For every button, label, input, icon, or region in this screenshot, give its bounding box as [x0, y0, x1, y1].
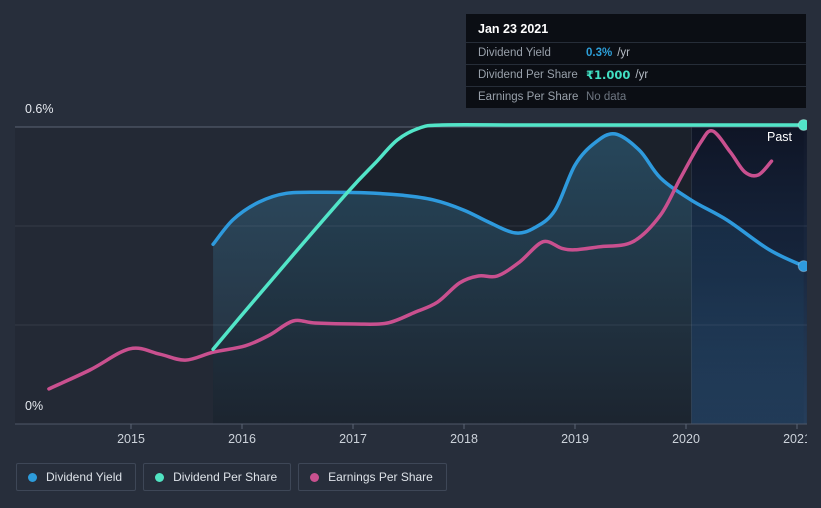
tooltip-date: Jan 23 2021: [478, 22, 549, 36]
tooltip-value: No data: [586, 91, 627, 103]
past-highlight-band: [691, 127, 807, 424]
tooltip-row-earnings-per-share: Earnings Per Share No data: [466, 86, 806, 108]
x-tick-label-2019: 2019: [561, 432, 589, 446]
legend-item-dividend-yield[interactable]: Dividend Yield: [16, 463, 137, 491]
dividend-yield-dot-icon: [28, 472, 37, 482]
past-band-rect: [691, 127, 807, 424]
chart-legend: Dividend Yield Dividend Per Share Earnin…: [16, 463, 447, 491]
tooltip-row-dividend-per-share: Dividend Per Share ₹1.000 /yr: [466, 64, 806, 86]
tooltip-suffix: /yr: [635, 69, 649, 81]
y-axis-bottom-label: 0%: [25, 399, 43, 413]
dividend-yield-area: [213, 133, 804, 425]
x-tick-label-2018: 2018: [450, 432, 478, 446]
dividend-yield-end-marker: [797, 260, 807, 273]
dividend-per-share-dot-icon: [155, 472, 165, 482]
legend-item-earnings-per-share[interactable]: Earnings Per Share: [298, 463, 447, 491]
tooltip-label: Dividend Yield: [478, 47, 551, 59]
series-end-markers: [797, 119, 807, 273]
series-lines: [47, 123, 806, 391]
x-tick-label-2016: 2016: [228, 432, 256, 446]
dividend-per-share-end-marker: [797, 119, 807, 131]
tooltip-label: Earnings Per Share: [478, 91, 579, 103]
legend-label: Dividend Yield: [46, 470, 123, 484]
dividend-per-share-line: [211, 123, 806, 352]
x-tick-label-2021: 2021: [783, 432, 811, 446]
x-tick-label-2015: 2015: [117, 432, 145, 446]
x-tick-label-2017: 2017: [339, 432, 367, 446]
tooltip-suffix: /yr: [617, 47, 630, 59]
past-label: Past: [767, 130, 793, 144]
y-axis-top-label: 0.6%: [25, 102, 54, 116]
date-tooltip: Jan 23 2021 Dividend Yield 0.3% /yr Divi…: [466, 14, 806, 108]
x-axis: [15, 423, 807, 429]
tooltip-row-dividend-yield: Dividend Yield 0.3% /yr: [466, 42, 806, 64]
tooltip-label: Dividend Per Share: [478, 69, 578, 81]
tooltip-value: ₹1.000: [586, 68, 631, 82]
x-tick-label-2020: 2020: [672, 432, 700, 446]
earnings-per-share-dot-icon: [310, 472, 320, 482]
legend-item-dividend-per-share[interactable]: Dividend Per Share: [143, 463, 292, 491]
area-fills: [213, 124, 804, 425]
earnings-per-share-line: [47, 128, 774, 391]
x-axis-labels: 2015 2016 2017 2018 2019 2020 2021: [117, 432, 811, 446]
gridlines: [15, 126, 807, 326]
legend-label: Earnings Per Share: [328, 470, 433, 484]
legend-label: Dividend Per Share: [173, 470, 278, 484]
tooltip-value: 0.3%: [586, 47, 613, 59]
